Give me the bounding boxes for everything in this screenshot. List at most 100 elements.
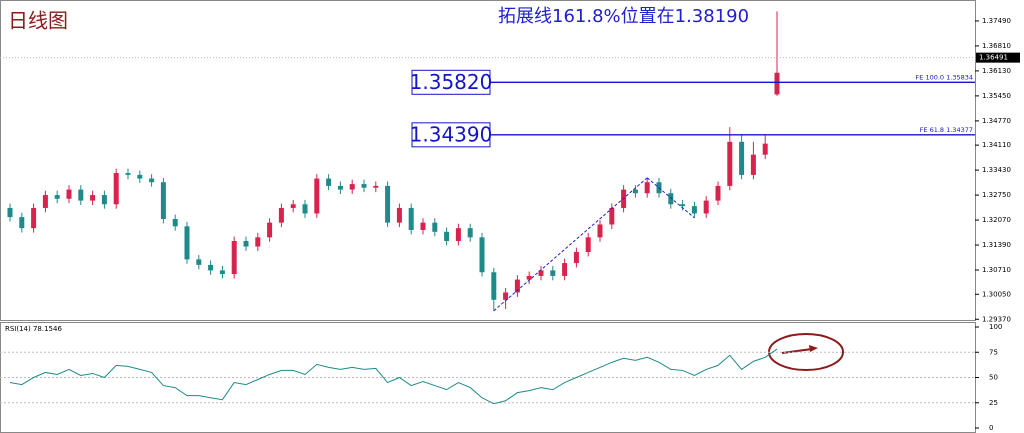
candle-body [550,270,556,276]
y-tick-label: 1.33430 [982,166,1011,174]
candle-body [644,182,650,194]
y-tick-label: 1.35450 [982,92,1011,100]
candle-body [208,264,214,271]
candle-body [302,204,308,214]
candle-body [727,141,733,186]
y-tick-label: 1.31390 [982,241,1011,249]
candle-body [255,237,261,247]
level-label: 1.34390 [410,122,493,146]
candle-body [691,206,697,214]
candle-body [432,222,438,232]
candle-body [526,275,532,280]
candle-body [54,195,60,199]
candle-body [78,189,84,201]
y-tick-label: 25 [989,399,998,407]
candle-body [243,241,249,247]
candle-body [219,270,225,275]
candle-body [514,279,520,293]
candle-body [455,228,461,242]
candle-body [314,178,320,214]
candle-body [491,272,497,300]
candle-body [715,185,721,201]
arrow-head [809,345,818,352]
y-tick-label: 75 [989,348,998,356]
y-tick-label: 1.34770 [982,117,1011,125]
candle-body [125,173,131,175]
candle-body [90,195,96,201]
y-tick-label: 1.30050 [982,290,1011,298]
current-price-label: 1.36491 [979,54,1008,62]
candle-body [361,184,367,188]
y-tick-label: 1.36130 [982,67,1011,75]
candle-body [172,218,178,227]
candle-body [573,252,579,264]
y-tick-label: 1.29370 [982,315,1011,323]
candle-body [609,207,615,225]
candle-body [385,185,391,223]
annotation: 拓展线161.8%位置在1.38190 [498,6,749,27]
candle-body [278,207,284,223]
candle-body [538,270,544,276]
candle-body [184,226,190,260]
y-tick-label: 50 [989,374,998,382]
candle-body [149,178,155,183]
candle-body [632,189,638,194]
candle-body [160,182,166,219]
candle-body [562,263,568,276]
level-box [411,122,491,148]
y-tick-label: 0 [989,424,993,432]
candle-body [66,189,72,199]
candle-body [503,292,509,300]
candle-body [337,185,343,190]
candle-body [750,154,756,175]
candle-body [762,143,768,155]
candle-body [585,237,591,253]
candle-body [326,178,332,186]
y-tick-label: 100 [989,323,1002,331]
candle-body [739,141,745,175]
y-tick-label: 1.36810 [982,42,1011,50]
candle-body [396,207,402,223]
y-tick-label: 1.30710 [982,266,1011,274]
level-box [411,69,491,95]
y-tick-label: 1.34110 [982,141,1011,149]
chart-title: 日线图 [8,9,68,33]
candle-body [774,72,780,95]
candle-body [7,207,13,218]
candle-body [137,174,143,179]
candle-body [31,207,37,229]
y-tick-label: 1.32750 [982,191,1011,199]
current-price-box [976,52,1020,63]
candle-body [349,184,355,190]
candle-body [408,207,414,230]
candle-body [680,204,686,207]
candle-body [290,204,296,208]
trend-line [493,177,648,312]
main-panel [0,0,976,321]
candle-body [19,217,25,229]
candle-body [597,224,603,238]
level-label: 1.35820 [410,70,493,94]
y-tick-label: 1.37490 [982,17,1011,25]
candle-body [113,173,119,205]
y-tick-label: 1.32070 [982,216,1011,224]
candle-body [231,241,237,275]
trend-line [646,177,695,219]
candle-body [42,195,48,208]
fib-label: FE 61.8 1.34377 [920,126,973,134]
candle-body [668,193,674,205]
candle-body [479,237,485,273]
arrow-shaft [781,348,813,354]
candle-body [467,228,473,238]
candle-body [196,259,202,265]
candle-body [267,222,273,238]
rsi-line [9,348,778,405]
fib-label: FE 100.0 1.35834 [916,73,973,81]
candle-body [101,195,107,205]
candle-body [444,231,450,242]
candle-body [373,185,379,188]
candle-body [703,200,709,214]
rsi-title: RSI(14) 78.1546 [5,325,62,333]
candle-body [420,222,426,230]
